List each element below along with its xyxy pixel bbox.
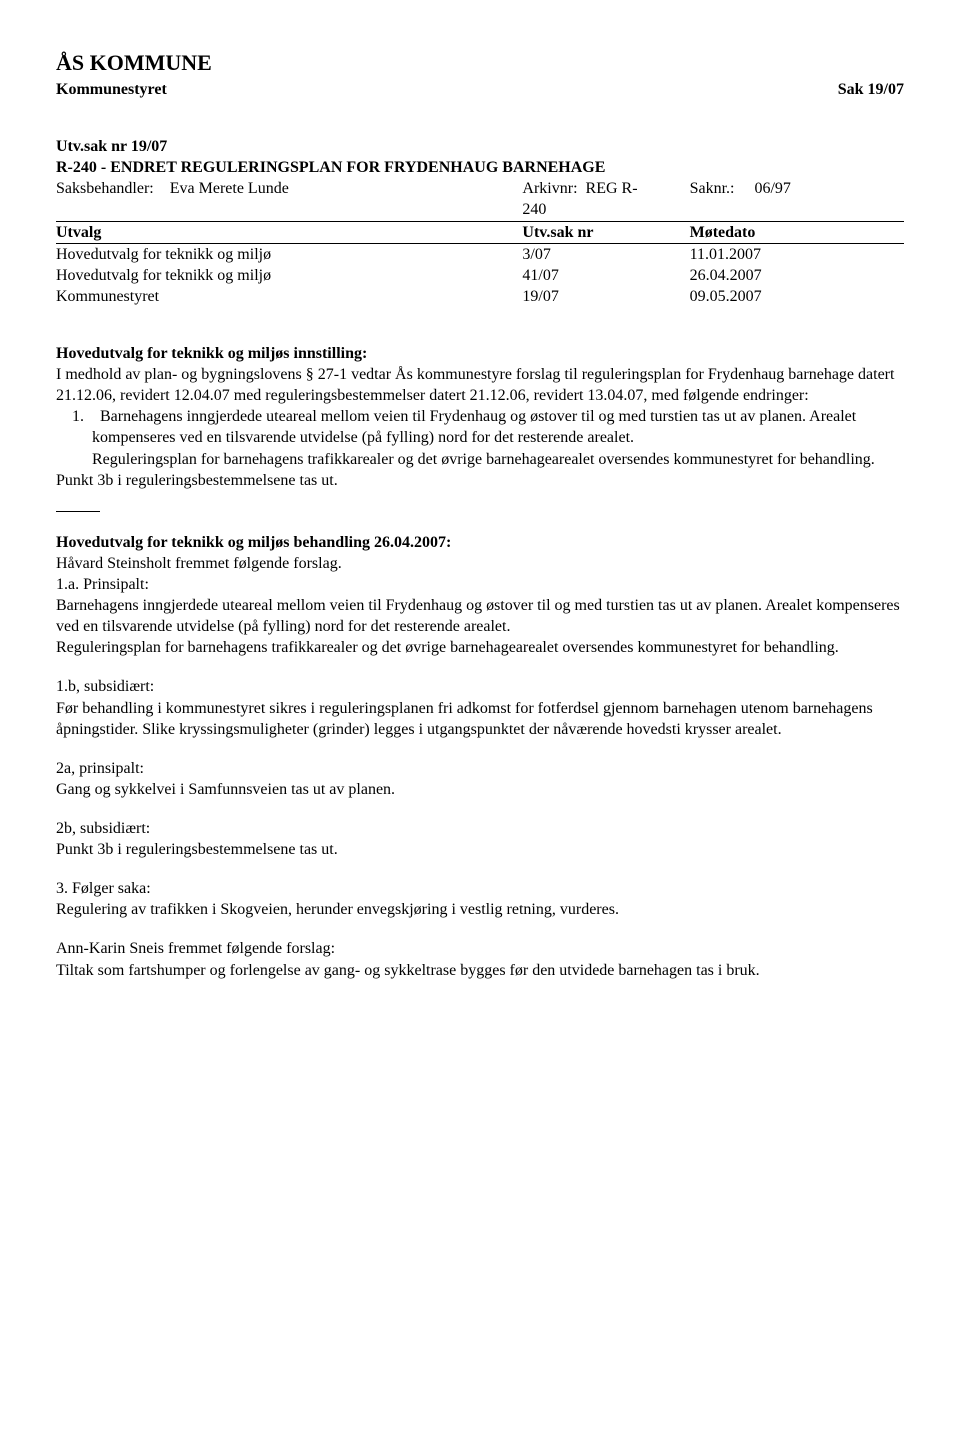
p1b-label: 1.b, subsidiært:	[56, 676, 904, 697]
cell-motedato: 09.05.2007	[650, 286, 904, 307]
cell-saknr: 3/07	[522, 243, 649, 265]
saknr-value: 06/97	[754, 180, 790, 197]
municipality-title: ÅS KOMMUNE	[56, 48, 212, 77]
p3-label: 3. Følger saka:	[56, 878, 904, 899]
p2b-label: 2b, subsidiært:	[56, 818, 904, 839]
col-saknr: Utv.sak nr	[522, 221, 649, 243]
innstilling-heading: Hovedutvalg for teknikk og miljøs innsti…	[56, 343, 904, 364]
table-row: Hovedutvalg for teknikk og miljø 41/07 2…	[56, 265, 904, 286]
innstilling-punkt3b: Punkt 3b i reguleringsbestemmelsene tas …	[56, 470, 904, 491]
behandling-heading: Hovedutvalg for teknikk og miljøs behand…	[56, 532, 904, 553]
p2a-label: 2a, prinsipalt:	[56, 758, 904, 779]
col-utvalg: Utvalg	[56, 221, 522, 243]
innstilling-item1: 1. Barnehagens inngjerdede uteareal mell…	[56, 406, 904, 448]
cell-saknr: 41/07	[522, 265, 649, 286]
body-name: Kommunestyret	[56, 79, 167, 100]
innstilling-item1b: Reguleringsplan for barnehagens trafikka…	[56, 449, 904, 470]
case-title: R-240 - ENDRET REGULERINGSPLAN FOR FRYDE…	[56, 157, 904, 178]
p2a-text: Gang og sykkelvei i Samfunnsveien tas ut…	[56, 779, 904, 800]
p1a-label: 1.a. Prinsipalt:	[56, 574, 904, 595]
arkivnr-label: Arkivnr:	[522, 180, 577, 197]
saksbehandler-label: Saksbehandler:	[56, 180, 154, 197]
case-number-header: Sak 19/07	[838, 79, 904, 100]
behandling-line1: Håvard Steinsholt fremmet følgende forsl…	[56, 553, 904, 574]
saksbehandler-value: Eva Merete Lunde	[170, 180, 289, 197]
p3-text: Regulering av trafikken i Skogveien, her…	[56, 899, 904, 920]
cell-utvalg: Hovedutvalg for teknikk og miljø	[56, 243, 522, 265]
saknr-label: Saknr.:	[690, 180, 735, 197]
cell-saknr: 19/07	[522, 286, 649, 307]
table-row: Hovedutvalg for teknikk og miljø 3/07 11…	[56, 243, 904, 265]
cell-utvalg: Kommunestyret	[56, 286, 522, 307]
separator-rule	[56, 511, 100, 512]
p1a-text: Barnehagens inngjerdede uteareal mellom …	[56, 595, 904, 637]
ann-text: Tiltak som fartshumper og forlengelse av…	[56, 960, 904, 981]
utv-sak-nr: Utv.sak nr 19/07	[56, 136, 904, 157]
cell-utvalg: Hovedutvalg for teknikk og miljø	[56, 265, 522, 286]
cell-motedato: 11.01.2007	[650, 243, 904, 265]
innstilling-intro: I medhold av plan- og bygningslovens § 2…	[56, 364, 904, 406]
col-motedato: Møtedato	[650, 221, 904, 243]
cell-motedato: 26.04.2007	[650, 265, 904, 286]
ann-line: Ann-Karin Sneis fremmet følgende forslag…	[56, 938, 904, 959]
p1b-text: Før behandling i kommunestyret sikres i …	[56, 698, 904, 740]
table-row: Kommunestyret 19/07 09.05.2007	[56, 286, 904, 307]
meta-table: Saksbehandler: Eva Merete Lunde Arkivnr:…	[56, 178, 904, 307]
p2b-text: Punkt 3b i reguleringsbestemmelsene tas …	[56, 839, 904, 860]
p1a-text2: Reguleringsplan for barnehagens trafikka…	[56, 637, 904, 658]
